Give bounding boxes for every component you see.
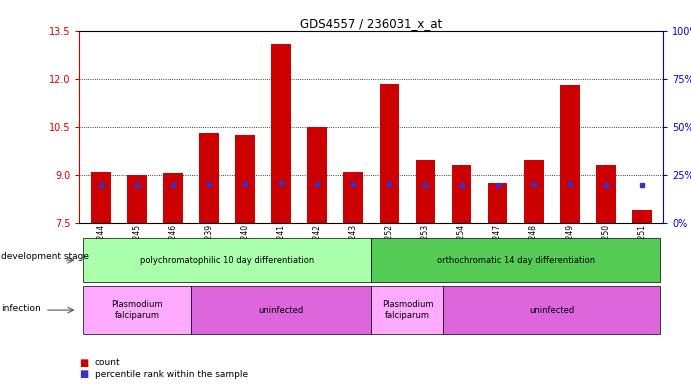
- Text: uninfected: uninfected: [529, 306, 574, 314]
- Bar: [272, 43, 291, 223]
- Text: Plasmodium
falciparum: Plasmodium falciparum: [381, 300, 433, 320]
- Text: uninfected: uninfected: [258, 306, 304, 314]
- Text: infection: infection: [1, 304, 41, 313]
- Bar: [524, 161, 544, 223]
- Bar: [163, 173, 183, 223]
- Text: percentile rank within the sample: percentile rank within the sample: [95, 370, 248, 379]
- Bar: [452, 165, 471, 223]
- Text: orthochromatic 14 day differentiation: orthochromatic 14 day differentiation: [437, 256, 595, 265]
- Bar: [343, 172, 363, 223]
- Bar: [199, 133, 219, 223]
- Bar: [127, 175, 147, 223]
- Text: Plasmodium
falciparum: Plasmodium falciparum: [111, 300, 163, 320]
- Bar: [236, 135, 255, 223]
- Text: development stage: development stage: [1, 252, 89, 261]
- Bar: [596, 165, 616, 223]
- Bar: [379, 84, 399, 223]
- Title: GDS4557 / 236031_x_at: GDS4557 / 236031_x_at: [301, 17, 442, 30]
- Bar: [415, 161, 435, 223]
- Text: ■: ■: [79, 369, 88, 379]
- Bar: [560, 85, 580, 223]
- Bar: [307, 127, 328, 223]
- Bar: [91, 172, 111, 223]
- Bar: [488, 183, 507, 223]
- Text: ■: ■: [79, 358, 88, 368]
- Bar: [632, 210, 652, 223]
- Text: count: count: [95, 358, 120, 367]
- Text: polychromatophilic 10 day differentiation: polychromatophilic 10 day differentiatio…: [140, 256, 314, 265]
